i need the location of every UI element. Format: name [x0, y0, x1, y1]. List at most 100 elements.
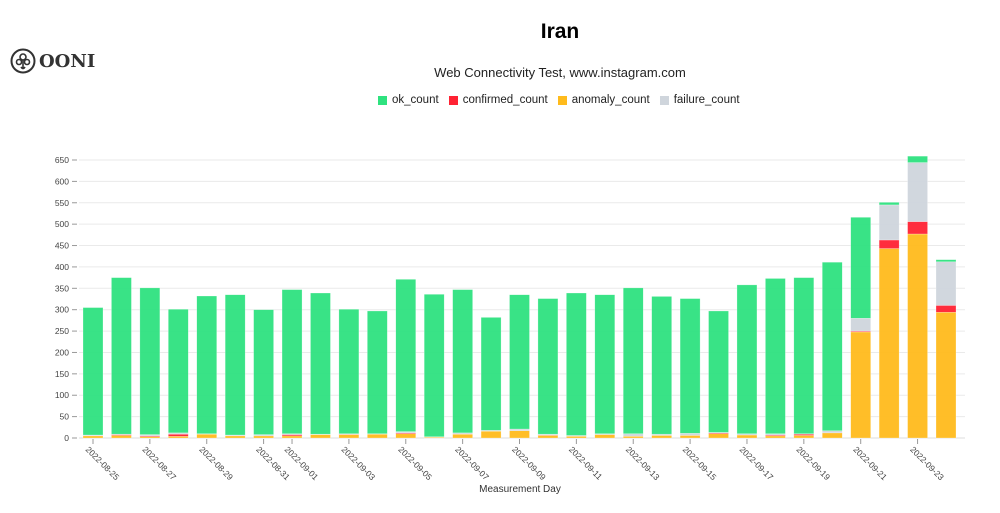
bar-confirmed-count[interactable]: [935, 305, 957, 313]
bar-anomaly-count[interactable]: [566, 436, 587, 439]
x-tick-label: 2022-09-05: [396, 444, 434, 482]
bar-failure-count[interactable]: [935, 261, 957, 306]
bar-ok-count[interactable]: [82, 307, 104, 436]
bar-ok-count[interactable]: [736, 284, 758, 434]
bar-ok-count[interactable]: [651, 296, 672, 435]
bar-anomaly-count[interactable]: [793, 435, 815, 439]
x-tick-label: 2022-09-19: [794, 444, 832, 482]
bar-ok-count[interactable]: [480, 317, 502, 431]
bar-ok-count[interactable]: [822, 261, 843, 431]
bar-ok-count[interactable]: [537, 298, 559, 435]
bar-ok-count[interactable]: [878, 202, 900, 206]
bar-ok-count[interactable]: [622, 287, 644, 434]
x-tick-label: 2022-09-21: [851, 444, 889, 482]
bar-anomaly-count[interactable]: [253, 435, 274, 439]
y-tick-label: 300: [55, 305, 69, 315]
legend-label: confirmed_count: [462, 94, 548, 106]
legend-item-confirmed[interactable]: confirmed_count: [448, 94, 548, 106]
bar-ok-count[interactable]: [679, 298, 701, 434]
y-tick-label: 150: [55, 369, 69, 379]
x-tick-label: 2022-09-17: [738, 444, 776, 482]
bar-anomaly-count[interactable]: [878, 248, 900, 439]
bar-ok-count[interactable]: [367, 310, 388, 434]
bar-anomaly-count[interactable]: [82, 435, 104, 439]
bar-anomaly-count[interactable]: [765, 435, 786, 439]
bar-ok-count[interactable]: [423, 294, 445, 437]
y-tick-label: 550: [55, 198, 69, 208]
x-tick-label: 2022-09-03: [339, 444, 377, 482]
bar-ok-count[interactable]: [168, 309, 189, 434]
bar-anomaly-count[interactable]: [367, 433, 388, 439]
bar-anomaly-count[interactable]: [822, 432, 843, 439]
bar-ok-count[interactable]: [196, 295, 217, 434]
bar-ok-count[interactable]: [395, 279, 417, 432]
bar-failure-count[interactable]: [622, 433, 644, 437]
x-tick-label: 2022-08-25: [84, 444, 122, 482]
bar-anomaly-count[interactable]: [338, 434, 360, 439]
y-tick-label: 250: [55, 326, 69, 336]
bar-ok-count[interactable]: [793, 277, 815, 434]
bar-failure-count[interactable]: [509, 428, 530, 431]
bar-ok-count[interactable]: [224, 294, 246, 436]
bar-ok-count[interactable]: [139, 287, 161, 435]
legend-item-ok[interactable]: ok_count: [378, 94, 439, 106]
bar-ok-count[interactable]: [310, 292, 331, 435]
bar-anomaly-count[interactable]: [310, 434, 331, 439]
bar-failure-count[interactable]: [907, 162, 928, 222]
bar-confirmed-count[interactable]: [168, 433, 189, 437]
x-tick-label: 2022-09-15: [681, 444, 719, 482]
y-tick-label: 200: [55, 347, 69, 357]
bar-anomaly-count[interactable]: [480, 430, 502, 439]
bar-ok-count[interactable]: [253, 309, 274, 435]
bar-failure-count[interactable]: [850, 317, 871, 332]
bar-anomaly-count[interactable]: [111, 435, 132, 439]
bar-confirmed-count[interactable]: [878, 239, 900, 249]
bar-failure-count[interactable]: [822, 430, 843, 434]
x-tick-label: 2022-09-11: [567, 444, 605, 482]
y-tick-label: 650: [55, 155, 69, 165]
legend-swatch: [448, 95, 458, 105]
bar-anomaly-count[interactable]: [594, 434, 616, 439]
bar-ok-count[interactable]: [850, 217, 871, 319]
bar-anomaly-count[interactable]: [736, 434, 758, 439]
y-tick-label: 100: [55, 390, 69, 400]
bar-anomaly-count[interactable]: [935, 312, 957, 439]
bar-ok-count[interactable]: [509, 294, 530, 430]
bar-anomaly-count[interactable]: [168, 436, 189, 439]
legend-swatch: [557, 95, 567, 105]
y-tick-label: 600: [55, 176, 69, 186]
bar-failure-count[interactable]: [679, 433, 701, 436]
bar-anomaly-count[interactable]: [452, 433, 473, 439]
bar-ok-count[interactable]: [566, 292, 587, 436]
bar-anomaly-count[interactable]: [850, 331, 871, 439]
bar-anomaly-count[interactable]: [281, 435, 303, 439]
ooni-logo: OONI: [10, 48, 95, 74]
legend-item-failure[interactable]: failure_count: [659, 94, 740, 106]
bar-anomaly-count[interactable]: [907, 233, 928, 439]
bar-anomaly-count[interactable]: [509, 430, 530, 439]
bar-confirmed-count[interactable]: [907, 221, 928, 235]
bar-ok-count[interactable]: [111, 277, 132, 435]
bar-failure-count[interactable]: [878, 204, 900, 241]
bar-anomaly-count[interactable]: [651, 435, 672, 439]
bar-anomaly-count[interactable]: [395, 433, 417, 439]
bar-ok-count[interactable]: [452, 289, 473, 434]
bar-ok-count[interactable]: [708, 310, 729, 433]
bar-anomaly-count[interactable]: [708, 433, 729, 439]
bar-anomaly-count[interactable]: [196, 433, 217, 439]
bar-ok-count[interactable]: [281, 289, 303, 434]
legend-item-anomaly[interactable]: anomaly_count: [557, 94, 650, 106]
x-tick-label: 2022-08-29: [197, 444, 235, 482]
bar-anomaly-count[interactable]: [622, 436, 644, 439]
bar-anomaly-count[interactable]: [537, 435, 559, 439]
bar-ok-count[interactable]: [338, 309, 360, 434]
bar-ok-count[interactable]: [765, 278, 786, 434]
bar-anomaly-count[interactable]: [224, 435, 246, 439]
bar-anomaly-count[interactable]: [679, 435, 701, 439]
bar-ok-count[interactable]: [907, 155, 928, 163]
legend: ok_count confirmed_count anomaly_count f…: [378, 94, 740, 106]
bar-ok-count[interactable]: [594, 294, 616, 434]
bar-ok-count[interactable]: [935, 259, 957, 263]
ooni-octopus-logo-icon: [10, 48, 36, 74]
